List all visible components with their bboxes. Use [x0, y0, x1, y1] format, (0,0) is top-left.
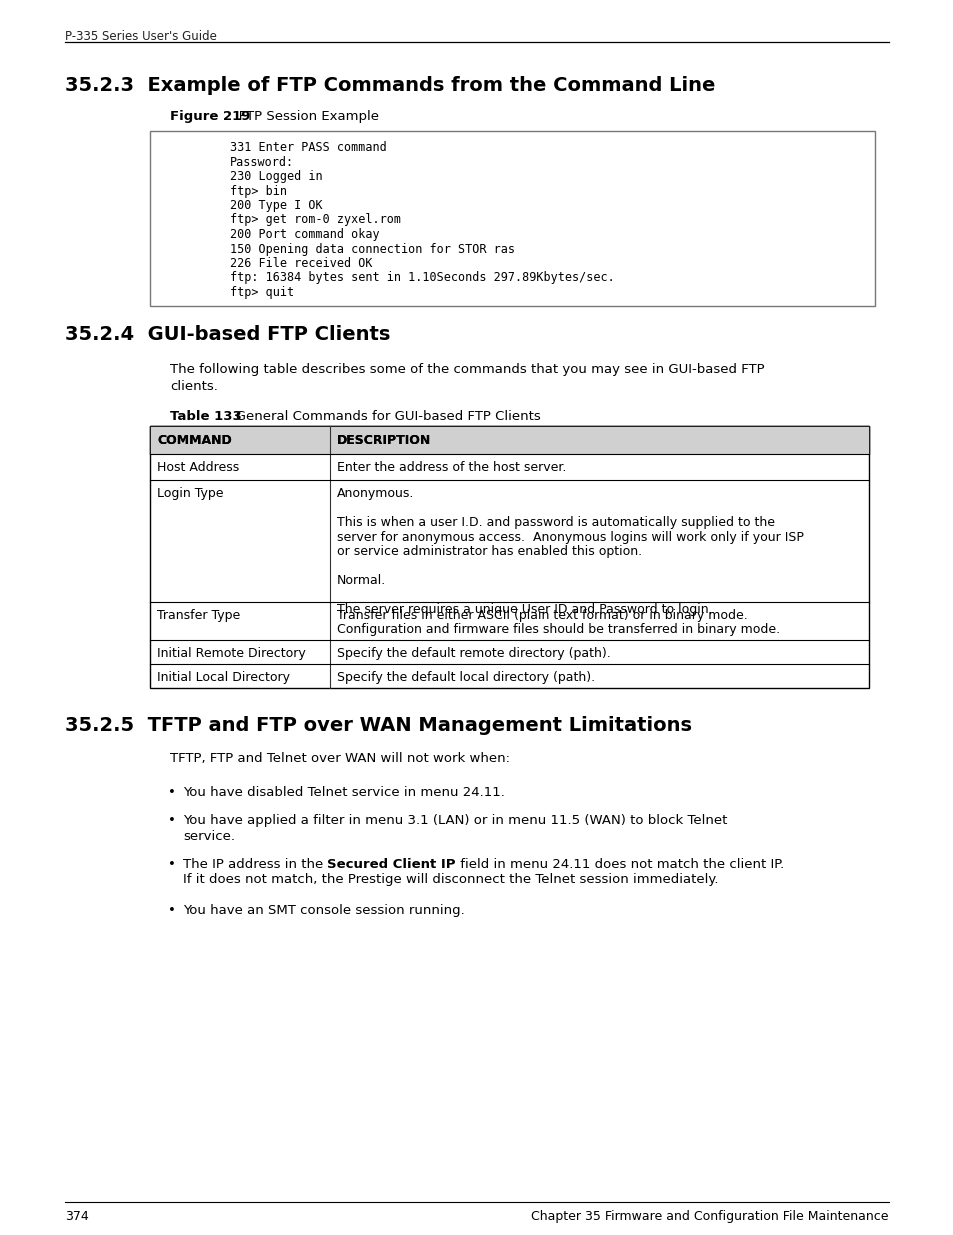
Text: server for anonymous access.  Anonymous logins will work only if your ISP: server for anonymous access. Anonymous l…	[336, 531, 803, 543]
FancyBboxPatch shape	[150, 131, 874, 306]
Text: clients.: clients.	[170, 380, 217, 393]
Text: 200 Type I OK: 200 Type I OK	[230, 199, 322, 212]
Text: or service administrator has enabled this option.: or service administrator has enabled thi…	[336, 545, 641, 558]
Text: This is when a user I.D. and password is automatically supplied to the: This is when a user I.D. and password is…	[336, 516, 774, 529]
Text: Initial Local Directory: Initial Local Directory	[157, 671, 290, 684]
Text: Host Address: Host Address	[157, 461, 239, 474]
Text: Initial Remote Directory: Initial Remote Directory	[157, 647, 305, 659]
Text: •: •	[168, 858, 175, 871]
Text: •: •	[168, 904, 175, 918]
Text: TFTP, FTP and Telnet over WAN will not work when:: TFTP, FTP and Telnet over WAN will not w…	[170, 752, 510, 764]
Text: If it does not match, the Prestige will disconnect the Telnet session immediatel: If it does not match, the Prestige will …	[183, 873, 718, 887]
Text: •: •	[168, 814, 175, 827]
Text: 35.2.4  GUI-based FTP Clients: 35.2.4 GUI-based FTP Clients	[65, 325, 390, 345]
Text: DESCRIPTION: DESCRIPTION	[336, 433, 431, 447]
Text: Anonymous.: Anonymous.	[336, 487, 414, 500]
Text: Transfer files in either ASCII (plain text format) or in binary mode.: Transfer files in either ASCII (plain te…	[336, 609, 747, 622]
Text: ftp> get rom-0 zyxel.rom: ftp> get rom-0 zyxel.rom	[230, 214, 400, 226]
Text: Normal.: Normal.	[336, 574, 386, 587]
Text: ftp> bin: ftp> bin	[230, 184, 287, 198]
Text: You have an SMT console session running.: You have an SMT console session running.	[183, 904, 464, 918]
Text: 226 File received OK: 226 File received OK	[230, 257, 372, 270]
Text: The server requires a unique User ID and Password to login.: The server requires a unique User ID and…	[336, 603, 712, 616]
Text: P-335 Series User's Guide: P-335 Series User's Guide	[65, 30, 216, 43]
Text: General Commands for GUI-based FTP Clients: General Commands for GUI-based FTP Clien…	[223, 410, 540, 424]
Text: 374: 374	[65, 1210, 89, 1223]
Text: DESCRIPTION: DESCRIPTION	[336, 433, 431, 447]
Text: 200 Port command okay: 200 Port command okay	[230, 228, 379, 241]
FancyBboxPatch shape	[150, 426, 868, 454]
Text: Configuration and firmware files should be transferred in binary mode.: Configuration and firmware files should …	[336, 624, 780, 636]
Text: service.: service.	[183, 830, 234, 842]
Text: Secured Client IP: Secured Client IP	[327, 858, 456, 871]
Text: 331 Enter PASS command: 331 Enter PASS command	[230, 141, 386, 154]
Text: COMMAND: COMMAND	[157, 433, 232, 447]
Text: Figure 219: Figure 219	[170, 110, 250, 124]
Text: 35.2.3  Example of FTP Commands from the Command Line: 35.2.3 Example of FTP Commands from the …	[65, 77, 715, 95]
Text: You have applied a filter in menu 3.1 (LAN) or in menu 11.5 (WAN) to block Telne: You have applied a filter in menu 3.1 (L…	[183, 814, 726, 827]
Text: Chapter 35 Firmware and Configuration File Maintenance: Chapter 35 Firmware and Configuration Fi…	[531, 1210, 888, 1223]
Text: FTP Session Example: FTP Session Example	[226, 110, 378, 124]
Text: COMMAND: COMMAND	[157, 433, 232, 447]
Text: The IP address in the: The IP address in the	[183, 858, 327, 871]
Text: The following table describes some of the commands that you may see in GUI-based: The following table describes some of th…	[170, 363, 763, 375]
Text: Enter the address of the host server.: Enter the address of the host server.	[336, 461, 566, 474]
Text: Password:: Password:	[230, 156, 294, 168]
Text: Table 133: Table 133	[170, 410, 241, 424]
Text: Specify the default remote directory (path).: Specify the default remote directory (pa…	[336, 647, 610, 659]
Text: 35.2.5  TFTP and FTP over WAN Management Limitations: 35.2.5 TFTP and FTP over WAN Management …	[65, 716, 691, 735]
FancyBboxPatch shape	[150, 426, 868, 454]
Text: 150 Opening data connection for STOR ras: 150 Opening data connection for STOR ras	[230, 242, 515, 256]
Text: 230 Logged in: 230 Logged in	[230, 170, 322, 183]
Text: You have disabled Telnet service in menu 24.11.: You have disabled Telnet service in menu…	[183, 785, 504, 799]
Text: Login Type: Login Type	[157, 487, 223, 500]
Text: Specify the default local directory (path).: Specify the default local directory (pat…	[336, 671, 595, 684]
FancyBboxPatch shape	[150, 426, 868, 688]
Text: •: •	[168, 785, 175, 799]
Text: field in menu 24.11 does not match the client IP.: field in menu 24.11 does not match the c…	[456, 858, 783, 871]
Text: ftp: 16384 bytes sent in 1.10Seconds 297.89Kbytes/sec.: ftp: 16384 bytes sent in 1.10Seconds 297…	[230, 272, 614, 284]
Text: Transfer Type: Transfer Type	[157, 609, 240, 622]
Text: ftp> quit: ftp> quit	[230, 287, 294, 299]
